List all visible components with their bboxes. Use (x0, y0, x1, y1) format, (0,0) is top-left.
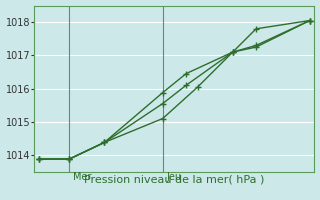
Text: Jeu: Jeu (166, 172, 181, 182)
X-axis label: Pression niveau de la mer( hPa ): Pression niveau de la mer( hPa ) (84, 174, 265, 184)
Text: Mer: Mer (73, 172, 92, 182)
